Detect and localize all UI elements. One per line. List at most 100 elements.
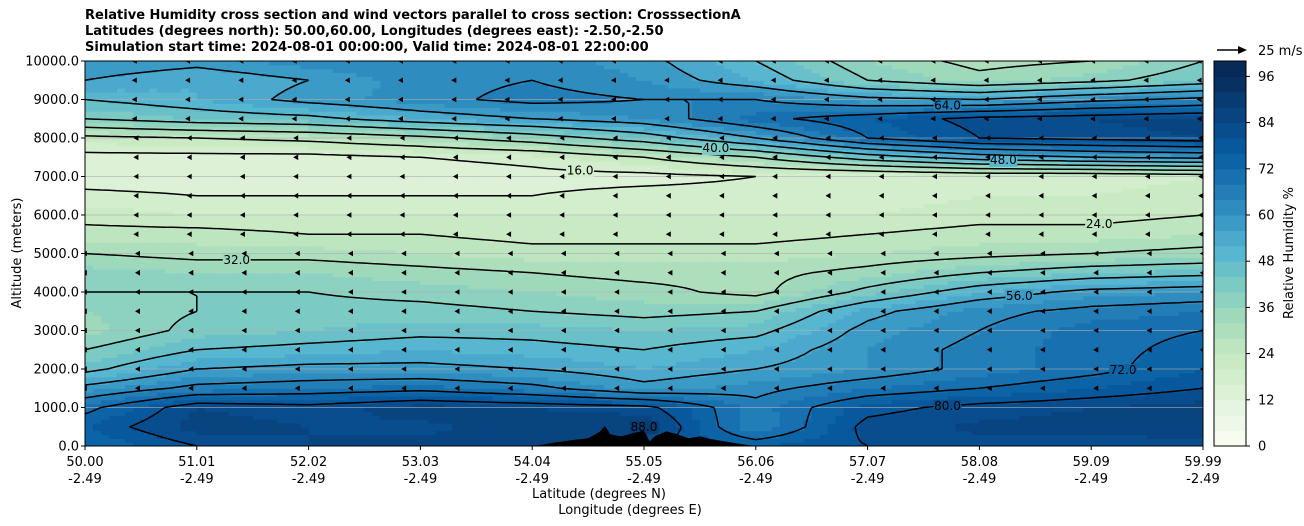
rh-cell [731,403,741,409]
rh-cell [356,430,366,436]
rh-cell [388,380,398,385]
rh-cell [1179,415,1188,420]
rh-cell [85,415,94,420]
rh-cell [1083,399,1092,405]
rh-cell [300,330,310,335]
rh-cell [196,376,206,382]
rh-cell [484,430,493,436]
rh-cell [835,342,845,347]
rh-cell [859,315,869,320]
rh-cell [180,318,190,324]
rh-cell [588,307,597,312]
rh-cell [372,315,382,320]
rh-cell [180,442,190,446]
rh-cell [604,326,613,332]
rh-cell [356,380,366,385]
rh-cell [979,434,988,439]
rh-cell [779,399,789,405]
rh-cell [771,307,781,312]
rh-cell [92,349,102,355]
rh-cell [1011,357,1020,362]
rh-cell [1003,330,1012,335]
rh-cell [260,349,270,355]
rh-cell [1003,369,1012,374]
rh-cell [691,345,701,351]
rh-cell [675,361,685,366]
rh-cell [963,430,973,436]
rh-cell [236,330,246,335]
rh-cell [1187,315,1196,320]
rh-cell [739,392,749,397]
rh-cell [564,422,573,428]
rh-cell [891,342,901,347]
rh-cell [771,403,781,409]
rh-cell [1115,334,1124,339]
rh-cell [779,392,789,397]
rh-cell [108,330,118,335]
rh-cell [196,318,206,324]
rh-cell [236,430,246,436]
rh-cell [667,334,677,339]
rh-cell [284,357,294,362]
rh-cell [212,311,222,316]
rh-cell [803,430,813,436]
rh-cell [683,419,693,424]
rh-cell [1091,322,1100,328]
rh-cell [819,353,829,359]
rh-cell [468,403,477,409]
rh-cell [659,338,669,343]
rh-cell [1011,311,1020,316]
rh-cell [332,307,342,312]
rh-cell [915,357,925,362]
rh-cell [85,388,94,393]
rh-cell [1067,361,1076,366]
rh-cell [380,411,390,416]
rh-cell [963,357,973,362]
rh-cell [436,311,445,316]
rh-cell [859,353,869,359]
rh-cell [843,326,853,332]
rh-cell [572,376,581,382]
rh-cell [108,315,118,320]
rh-cell [436,392,445,397]
rh-cell [85,372,94,378]
rh-cell [739,380,749,385]
rh-cell [596,311,605,316]
rh-cell [444,342,453,347]
rh-cell [723,399,733,405]
rh-cell [947,376,957,382]
rh-cell [308,369,318,374]
rh-cell [923,322,933,328]
rh-cell [332,384,342,389]
rh-cell [1075,311,1084,316]
rh-cell [252,345,262,351]
rh-cell [612,426,621,432]
rh-cell [380,419,390,424]
rh-cell [1011,315,1020,320]
rh-cell [484,365,493,370]
rh-cell [556,361,565,366]
rh-cell [795,411,805,416]
rh-cell [156,326,166,332]
rh-cell [883,326,893,332]
rh-cell [979,399,988,405]
rh-cell [947,361,957,366]
rh-cell [1155,318,1164,324]
rh-cell [236,388,246,393]
rh-cell [939,330,949,335]
rh-cell [340,349,350,355]
rh-cell [276,349,286,355]
rh-cell [675,357,685,362]
rh-cell [452,307,461,312]
rh-cell [971,345,980,351]
rh-cell [1171,342,1180,347]
rh-cell [268,430,278,436]
rh-cell [731,311,741,316]
rh-cell [372,334,382,339]
rh-cell [1075,392,1084,397]
rh-cell [971,365,980,370]
rh-cell [268,318,278,324]
rh-cell [452,369,461,374]
rh-cell [1107,411,1116,416]
rh-cell [771,384,781,389]
